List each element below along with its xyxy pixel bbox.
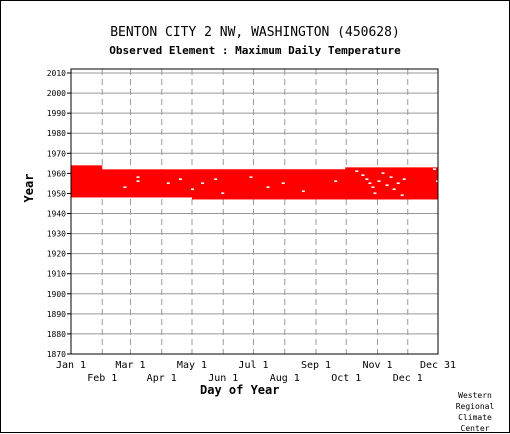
missing-mark-7 (201, 182, 205, 184)
y-tick-label-1990: 1990 (47, 109, 66, 118)
missing-mark-22 (381, 172, 385, 174)
y-tick-label-1930: 1930 (47, 230, 66, 239)
x-tick-label-jan-1: Jan 1 (56, 360, 86, 371)
observed-period-4 (345, 167, 438, 200)
y-tick-label-1880: 1880 (47, 330, 66, 339)
y-tick-label-1940: 1940 (47, 210, 66, 219)
y-tick-label-1920: 1920 (47, 250, 66, 259)
missing-mark-5 (178, 178, 182, 180)
missing-mark-3 (136, 176, 140, 178)
missing-mark-11 (266, 186, 270, 189)
credit-label: Western Regional Climate Center (455, 391, 495, 433)
missing-mark-13 (301, 190, 305, 193)
missing-mark-17 (365, 178, 369, 180)
missing-mark-18 (368, 182, 372, 184)
missing-mark-29 (432, 168, 436, 170)
y-tick-label-1960: 1960 (47, 169, 66, 178)
x-tick-label-mar-1: Mar 1 (115, 360, 145, 371)
x-tick-label-apr-1: Apr 1 (147, 373, 177, 384)
x-tick-label-feb-1: Feb 1 (87, 373, 117, 384)
y-tick-label-1950: 1950 (47, 189, 66, 198)
missing-mark-24 (389, 176, 393, 178)
missing-mark-10 (249, 176, 253, 178)
x-tick-label-oct-1: Oct 1 (331, 373, 361, 384)
missing-mark-28 (402, 178, 406, 180)
missing-mark-15 (355, 170, 359, 172)
y-tick-label-1890: 1890 (47, 310, 66, 319)
missing-mark-19 (371, 186, 375, 189)
missing-mark-1 (123, 186, 127, 189)
missing-mark-9 (221, 192, 225, 195)
missing-mark-6 (190, 188, 194, 191)
y-tick-label-1870: 1870 (47, 350, 66, 359)
missing-mark-4 (166, 182, 170, 184)
plot-border (70, 68, 439, 355)
x-tick-label-dec-31: Dec 31 (420, 360, 456, 371)
missing-mark-12 (281, 182, 285, 184)
y-tick-label-1900: 1900 (47, 290, 66, 299)
x-tick-label-sep-1: Sep 1 (301, 360, 331, 371)
missing-mark-2 (136, 180, 140, 182)
y-tick-label-2010: 2010 (47, 69, 66, 78)
y-tick-label-1970: 1970 (47, 149, 66, 158)
y-tick-label-2000: 2000 (47, 89, 66, 98)
x-tick-label-aug-1: Aug 1 (270, 373, 300, 384)
missing-mark-26 (396, 182, 400, 184)
missing-mark-23 (385, 184, 389, 187)
x-tick-label-nov-1: Nov 1 (362, 360, 392, 371)
x-tick-label-jul-1: Jul 1 (238, 360, 268, 371)
chart-title: BENTON CITY 2 NW, WASHINGTON (450628) (110, 25, 400, 40)
missing-mark-14 (334, 180, 338, 182)
plot-area (71, 69, 438, 354)
missing-mark-30 (435, 180, 439, 182)
x-tick-label-dec-1: Dec 1 (393, 373, 423, 384)
missing-mark-27 (400, 194, 404, 197)
missing-mark-25 (392, 188, 396, 191)
missing-mark-16 (361, 174, 365, 176)
missing-mark-20 (373, 192, 377, 195)
x-tick-label-jun-1: Jun 1 (208, 373, 238, 384)
x-axis-label: Day of Year (200, 383, 280, 397)
y-tick-label-1980: 1980 (47, 129, 66, 138)
missing-mark-21 (377, 180, 381, 182)
y-tick-label-1910: 1910 (47, 270, 66, 279)
x-tick-label-may-1: May 1 (177, 360, 207, 371)
missing-mark-8 (214, 178, 218, 180)
chart-subtitle: Observed Element : Maximum Daily Tempera… (109, 44, 401, 57)
